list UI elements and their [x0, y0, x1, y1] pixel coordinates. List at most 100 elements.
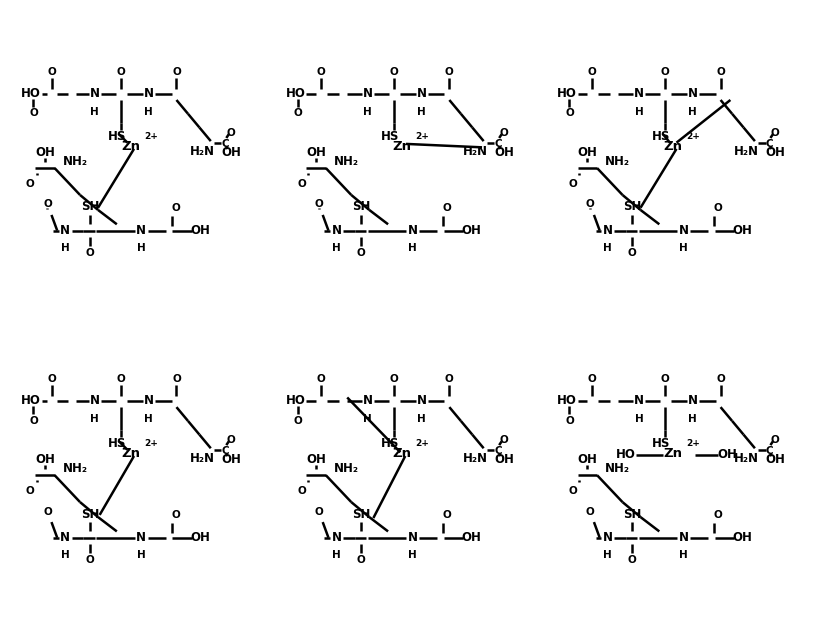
Text: Zn: Zn: [392, 447, 412, 460]
Text: O: O: [172, 510, 180, 520]
Text: O: O: [717, 374, 725, 384]
Text: C: C: [766, 446, 774, 457]
Text: H₂N: H₂N: [463, 145, 488, 158]
Text: H: H: [689, 107, 697, 117]
Text: O: O: [443, 203, 451, 213]
Text: N: N: [634, 394, 644, 407]
Text: H₂N: H₂N: [190, 145, 215, 158]
Text: N: N: [363, 87, 373, 100]
Text: SH: SH: [352, 508, 370, 521]
Text: O: O: [86, 555, 94, 565]
Text: N: N: [90, 394, 100, 407]
Text: N: N: [688, 87, 698, 100]
Text: O: O: [315, 506, 323, 516]
Text: H: H: [145, 107, 153, 117]
Text: O: O: [586, 199, 594, 209]
Text: N: N: [679, 224, 689, 237]
Text: C: C: [766, 139, 774, 150]
Text: C: C: [494, 446, 502, 457]
Text: N: N: [408, 224, 417, 237]
Text: H: H: [333, 549, 341, 559]
Text: C: C: [221, 446, 230, 457]
Text: 2+: 2+: [687, 132, 700, 141]
Text: O: O: [26, 179, 34, 189]
Text: OH: OH: [578, 146, 597, 159]
Text: H: H: [91, 107, 99, 117]
Text: Zn: Zn: [663, 140, 683, 153]
Text: N: N: [90, 87, 100, 100]
Text: H: H: [333, 242, 341, 252]
Text: N: N: [136, 531, 146, 544]
Text: O: O: [714, 203, 722, 213]
Text: OH: OH: [766, 146, 785, 159]
Text: SH: SH: [352, 201, 370, 214]
Text: O: O: [29, 108, 38, 118]
Text: C: C: [221, 139, 230, 150]
Text: NH₂: NH₂: [605, 155, 630, 168]
Text: OH: OH: [766, 453, 785, 466]
Text: O: O: [390, 374, 398, 384]
Text: O: O: [771, 435, 779, 445]
Text: H₂N: H₂N: [734, 452, 759, 465]
Text: N: N: [60, 531, 70, 544]
Text: O: O: [714, 510, 722, 520]
Text: O: O: [661, 374, 669, 384]
Text: N: N: [417, 394, 426, 407]
Text: NH₂: NH₂: [334, 155, 359, 168]
Text: SH: SH: [623, 201, 641, 214]
Text: O: O: [443, 510, 451, 520]
Text: O: O: [43, 199, 51, 209]
Text: OH: OH: [190, 224, 210, 237]
Text: O: O: [172, 203, 180, 213]
Text: O: O: [294, 416, 302, 426]
Text: O: O: [227, 128, 235, 138]
Text: O: O: [586, 506, 594, 516]
Text: N: N: [332, 531, 342, 544]
Text: O: O: [661, 67, 669, 77]
Text: HS: HS: [108, 130, 126, 143]
Text: Zn: Zn: [121, 140, 141, 153]
Text: HS: HS: [381, 437, 399, 450]
Text: O: O: [357, 248, 365, 258]
Text: 2+: 2+: [416, 132, 429, 141]
Text: N: N: [603, 224, 613, 237]
Text: O: O: [569, 486, 577, 496]
Text: 2+: 2+: [145, 439, 158, 448]
Text: N: N: [60, 224, 70, 237]
Text: HO: HO: [21, 87, 41, 100]
Text: H: H: [604, 549, 612, 559]
Text: O: O: [117, 67, 125, 77]
Text: O: O: [569, 179, 577, 189]
Text: HO: HO: [286, 87, 306, 100]
Text: NH₂: NH₂: [63, 462, 87, 475]
Text: 2+: 2+: [687, 439, 700, 448]
Text: H: H: [680, 242, 688, 252]
Text: O: O: [588, 374, 596, 384]
Text: O: O: [315, 199, 323, 209]
Text: H: H: [91, 414, 99, 424]
Text: HO: HO: [557, 394, 577, 407]
Text: SH: SH: [81, 201, 99, 214]
Text: 2+: 2+: [145, 132, 158, 141]
Text: O: O: [500, 128, 508, 138]
Text: N: N: [417, 87, 426, 100]
Text: O: O: [26, 486, 34, 496]
Text: H: H: [364, 414, 372, 424]
Text: OH: OH: [306, 146, 326, 159]
Text: HO: HO: [557, 87, 577, 100]
Text: NH₂: NH₂: [63, 155, 87, 168]
Text: H: H: [61, 242, 69, 252]
Text: OH: OH: [717, 449, 737, 461]
Text: OH: OH: [190, 531, 210, 544]
Text: N: N: [603, 531, 613, 544]
Text: H: H: [364, 107, 372, 117]
Text: O: O: [172, 67, 181, 77]
Text: O: O: [297, 179, 306, 189]
Text: HO: HO: [286, 394, 306, 407]
Text: OH: OH: [221, 453, 241, 466]
Text: N: N: [363, 394, 373, 407]
Text: H₂N: H₂N: [734, 145, 759, 158]
Text: H: H: [61, 549, 69, 559]
Text: O: O: [48, 67, 56, 77]
Text: 2+: 2+: [416, 439, 429, 448]
